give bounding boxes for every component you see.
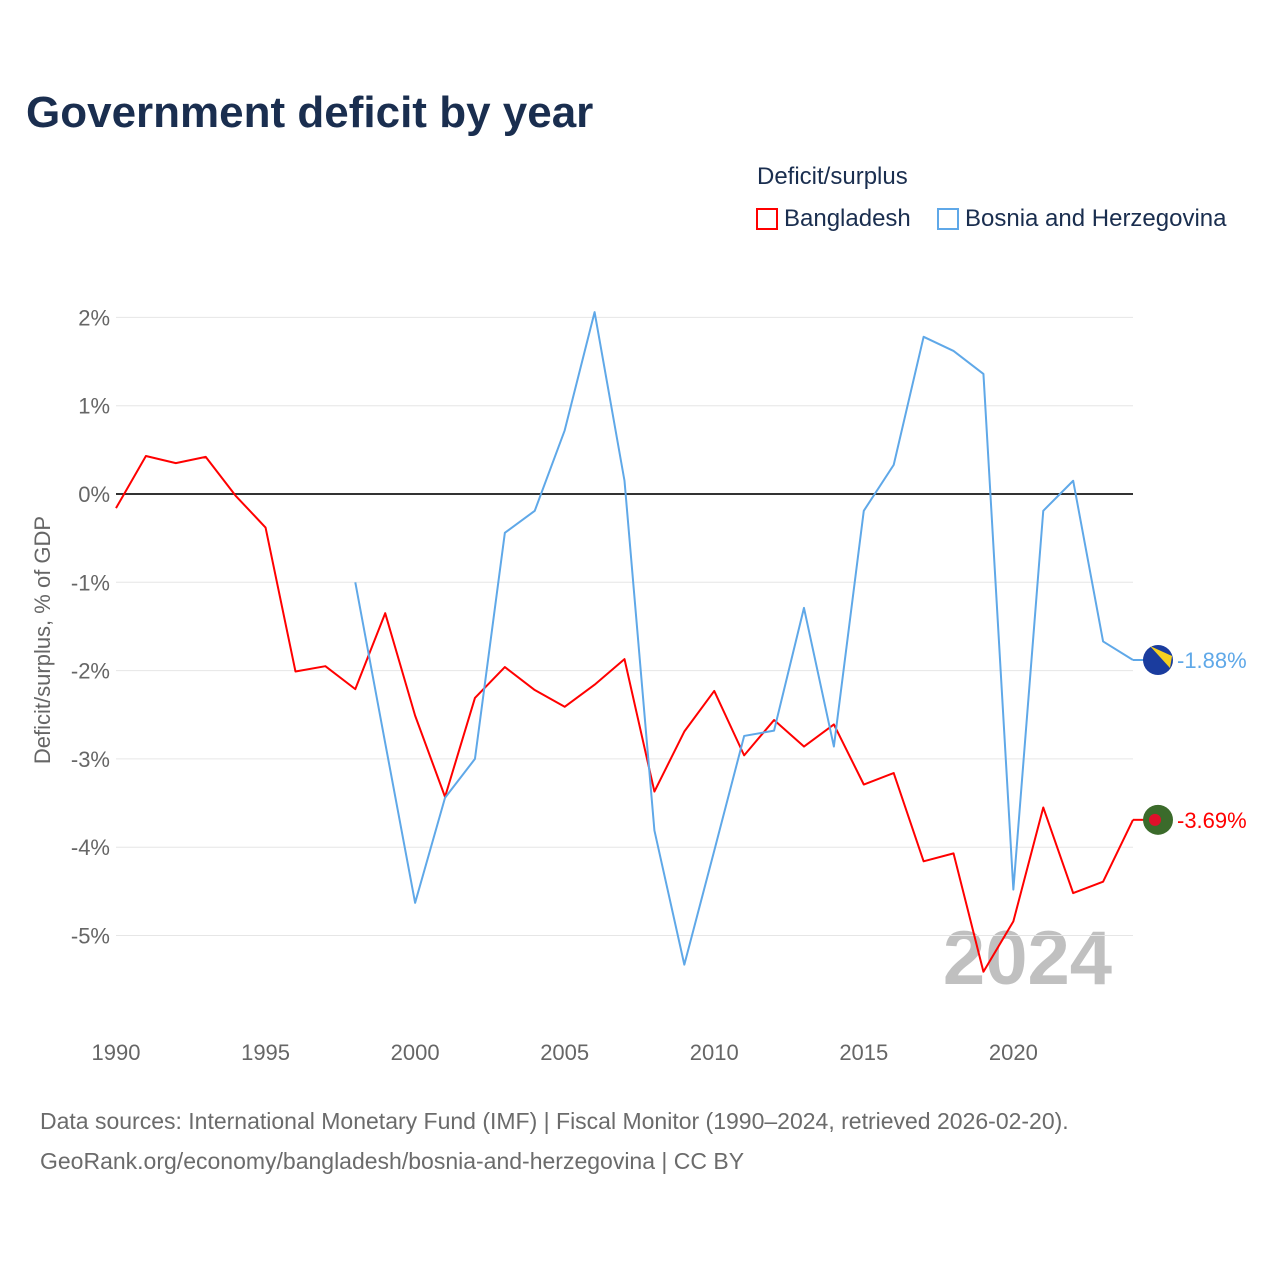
- y-tick-label: 2%: [78, 305, 110, 330]
- line-chart: 2024 2% 1% 0% -1% -2% -3% -4% -5% 1990 1995 2000 200…: [30, 305, 1247, 1065]
- year-watermark: 2024: [943, 916, 1112, 1001]
- legend-item-bosnia[interactable]: Bosnia and Herzegovina: [937, 205, 1227, 233]
- y-tick-label: -3%: [71, 747, 110, 772]
- legend-item-bangladesh[interactable]: Bangladesh: [756, 205, 911, 233]
- legend-label: Bosnia and Herzegovina: [965, 205, 1227, 232]
- x-tick-label: 1990: [92, 1040, 141, 1065]
- x-tick-label: 2010: [690, 1040, 739, 1065]
- y-tick-label: -1%: [71, 570, 110, 595]
- series-line-bosnia: [354, 311, 1134, 966]
- y-axis-label: Deficit/surplus, % of GDP: [30, 516, 55, 764]
- legend-swatch-bangladesh: [756, 208, 778, 230]
- y-tick-label: 1%: [78, 394, 110, 419]
- chart-title: Government deficit by year: [26, 88, 594, 137]
- footer-attribution[interactable]: GeoRank.org/economy/bangladesh/bosnia-an…: [40, 1148, 745, 1174]
- x-tick-label: 2000: [391, 1040, 440, 1065]
- x-tick-label: 1995: [241, 1040, 290, 1065]
- y-tick-label: -4%: [71, 835, 110, 860]
- bangladesh-flag-disc: [1149, 813, 1161, 826]
- end-value-label: -3.69%: [1177, 808, 1247, 833]
- footer-sources: Data sources: International Monetary Fun…: [40, 1108, 1069, 1134]
- x-tick-label: 2020: [989, 1040, 1038, 1065]
- bosnia-flag-icon: [1143, 645, 1173, 676]
- legend-label: Bangladesh: [784, 205, 911, 232]
- x-tick-label: 2015: [839, 1040, 888, 1065]
- x-tick-label: 2005: [540, 1040, 589, 1065]
- end-value-label: -1.88%: [1177, 648, 1247, 673]
- series-line-bangladesh: [115, 455, 1134, 973]
- y-tick-label: -5%: [71, 924, 110, 949]
- legend-swatch-bosnia: [937, 208, 959, 230]
- y-tick-label: 0%: [78, 482, 110, 507]
- bosnia-flag-triangle: [1150, 646, 1172, 669]
- y-tick-label: -2%: [71, 659, 110, 684]
- legend-title: Deficit/surplus: [757, 163, 908, 190]
